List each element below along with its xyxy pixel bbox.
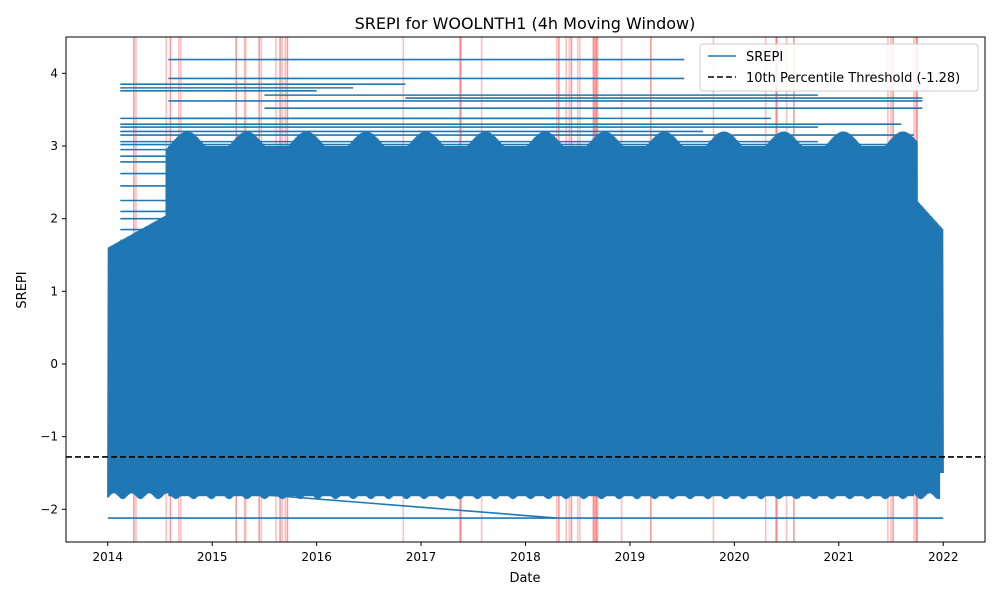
y-tick-label: 3	[50, 139, 58, 153]
y-tick-label: 1	[50, 284, 58, 298]
legend-box	[699, 43, 979, 92]
x-tick-label: 2017	[406, 550, 437, 564]
x-tick-label: 2018	[510, 550, 541, 564]
y-tick-label: 4	[50, 66, 58, 80]
x-axis: 2014 2015 2016 2017 2018 2019 2020 2021 2022	[92, 542, 959, 564]
y-axis-label: SREPI	[15, 271, 30, 308]
srepi-series-connector	[264, 493, 557, 519]
y-axis: −2 −1 0 1 2 3 4	[40, 66, 66, 516]
y-tick-label: −2	[40, 502, 58, 516]
srepi-series	[107, 58, 944, 519]
srepi-series-body	[168, 145, 914, 497]
y-tick-label: 0	[50, 357, 58, 371]
x-tick-label: 2015	[197, 550, 228, 564]
legend-threshold-label: 10th Percentile Threshold (-1.28)	[746, 71, 960, 86]
x-tick-label: 2021	[824, 550, 855, 564]
x-tick-label: 2019	[615, 550, 646, 564]
x-tick-label: 2016	[301, 550, 332, 564]
chart-title: SREPI for WOOLNTH1 (4h Moving Window)	[355, 14, 696, 33]
x-tick-label: 2014	[92, 550, 123, 564]
legend: SREPI 10th Percentile Threshold (-1.28)	[699, 43, 979, 92]
legend-srepi-label: SREPI	[746, 50, 783, 65]
x-tick-label: 2020	[719, 550, 750, 564]
x-axis-label: Date	[509, 571, 540, 586]
y-tick-label: −1	[40, 430, 58, 444]
y-tick-label: 2	[50, 212, 58, 226]
x-tick-label: 2022	[928, 550, 959, 564]
